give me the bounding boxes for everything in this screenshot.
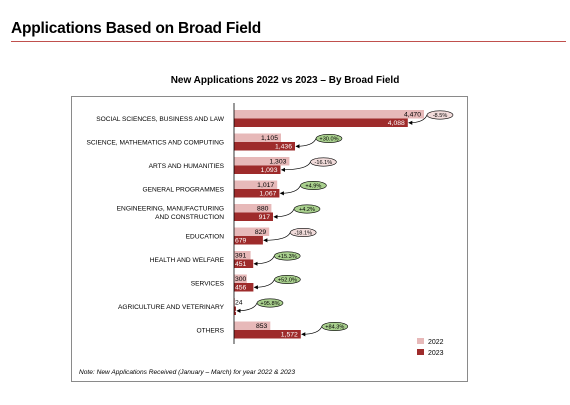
category-label: ENGINEERING, MANUFACTURING AND CONSTRUCTI… [117, 206, 225, 221]
change-bubble [321, 321, 349, 331]
change-bubble [300, 181, 327, 191]
bar-2023 [234, 306, 236, 315]
change-arrow [408, 114, 428, 125]
change-arrow [253, 279, 275, 290]
bar-2023 [234, 212, 273, 221]
change-label: +84.3% [325, 325, 344, 331]
category-label: EDUCATION [186, 233, 225, 240]
change-arrow [263, 232, 291, 243]
change-label: +4.2% [299, 207, 315, 213]
change-bubble [273, 251, 301, 261]
bar-2023 [234, 330, 301, 339]
category-label: SCIENCE, MATHEMATICS AND COMPUTING [87, 139, 225, 146]
change-arrow [236, 302, 258, 313]
change-bubble [315, 134, 343, 144]
bar-2023 [234, 259, 254, 268]
data-label-2023: 47 [235, 308, 243, 315]
bar-2022 [234, 227, 270, 236]
data-label-2022: 829 [255, 229, 267, 236]
data-label-2022: 4,470 [404, 112, 421, 119]
legend-label-2022: 2022 [428, 339, 444, 346]
bar-2022 [234, 321, 271, 330]
bar-2022 [234, 274, 247, 283]
data-label-2023: 1,093 [260, 167, 277, 174]
bar-2022 [234, 157, 290, 166]
data-label-2022: 1,303 [269, 159, 286, 166]
data-label-2022: 300 [235, 276, 247, 283]
change-arrow [295, 138, 317, 149]
data-label-2022: 853 [256, 323, 268, 330]
change-label: +15.3% [278, 254, 297, 260]
change-bubble [274, 274, 301, 284]
bar-2022 [234, 251, 251, 260]
category-label: AGRICULTURE AND VETERINARY [118, 304, 225, 311]
data-label-2022: 880 [257, 206, 269, 213]
data-label-2022: 391 [235, 253, 247, 260]
data-label-2023: 1,067 [259, 191, 276, 198]
change-arrow [280, 161, 311, 172]
data-label-2023: 456 [235, 285, 247, 292]
data-label-2023: 4,088 [388, 120, 405, 127]
legend: 2022 2023 [417, 338, 444, 357]
bar-2022 [234, 133, 281, 142]
change-label: -18.1% [294, 231, 312, 237]
change-arrow [301, 326, 323, 337]
change-label: +95.8% [260, 301, 279, 307]
data-label-2023: 679 [235, 238, 247, 245]
change-label: +30.0% [319, 137, 338, 143]
category-label: HEALTH AND WELFARE [150, 257, 225, 264]
footnote: Note: New Applications Received (January… [79, 369, 295, 376]
change-bubble [310, 157, 337, 167]
data-label-2022: 24 [235, 300, 243, 307]
title-divider [11, 41, 566, 42]
data-label-2023: 451 [235, 261, 247, 268]
bar-2023 [234, 189, 280, 198]
page-title: Applications Based on Broad Field [11, 20, 262, 37]
bar-2022 [234, 180, 278, 189]
chart-frame [71, 96, 468, 382]
category-label: GENERAL PROGRAMMES [143, 186, 225, 193]
data-label-2022: 1,017 [257, 182, 274, 189]
change-label: -8.5% [433, 113, 448, 119]
bar-2023 [234, 118, 408, 127]
data-label-2023: 917 [259, 214, 271, 221]
category-label: SERVICES [191, 280, 225, 287]
data-label-2023: 1,436 [275, 144, 292, 151]
change-bubble [256, 298, 284, 308]
change-bubble [293, 204, 321, 214]
change-label: -16.1% [315, 160, 333, 166]
change-bubble [426, 110, 454, 120]
bar-2022 [234, 110, 424, 119]
data-label-2023: 1,572 [281, 332, 298, 339]
bar-2022 [234, 298, 235, 307]
category-label: SOCIAL SCIENCES, BUSINESS AND LAW [96, 116, 225, 123]
bar-2022 [234, 204, 272, 213]
bar-2023 [234, 283, 254, 292]
legend-label-2023: 2023 [428, 350, 444, 357]
bar-2023 [234, 236, 263, 245]
bar-2023 [234, 165, 281, 174]
legend-swatch-2023 [417, 349, 424, 355]
category-label: ARTS AND HUMANITIES [149, 163, 225, 170]
chart-title: New Applications 2022 vs 2023 – By Broad… [170, 75, 400, 86]
bars-layer: SOCIAL SCIENCES, BUSINESS AND LAW 4,4704,… [87, 110, 454, 339]
change-bubble [289, 228, 317, 238]
bar-2023 [234, 142, 295, 151]
legend-swatch-2022 [417, 338, 424, 344]
data-label-2022: 1,105 [261, 135, 278, 142]
change-arrow [253, 255, 275, 266]
change-arrow [273, 208, 295, 219]
change-label: +4.9% [305, 184, 321, 190]
change-arrow [279, 185, 301, 196]
category-label: OTHERS [197, 327, 225, 334]
change-label: +52.0% [278, 278, 297, 284]
